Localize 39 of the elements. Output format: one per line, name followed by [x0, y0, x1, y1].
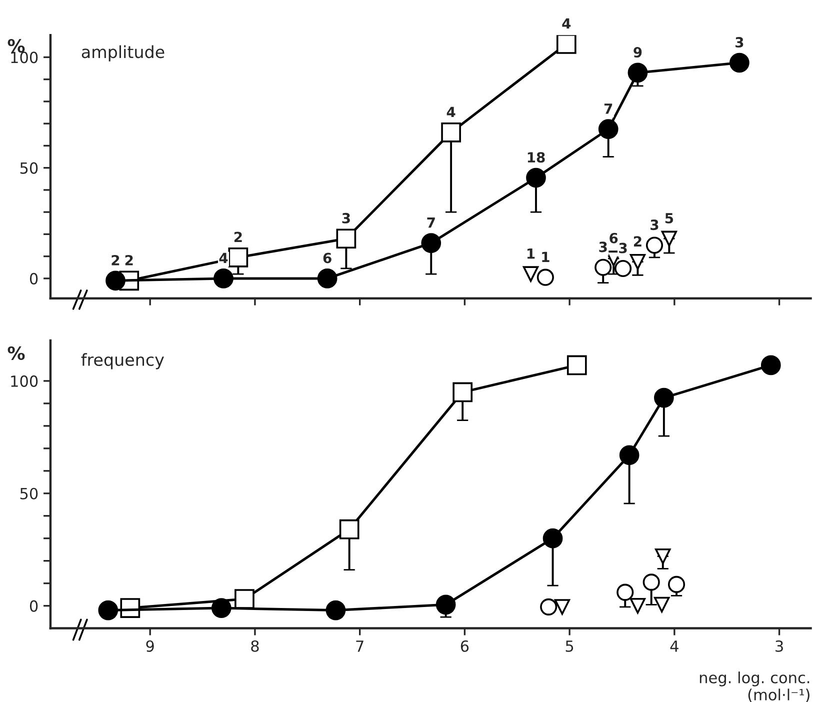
x-tick-label: 9 [146, 640, 154, 652]
y-axis-title: % [8, 39, 25, 53]
annotation: 1 [542, 252, 550, 262]
x-tick-label: 6 [460, 640, 469, 652]
annotation: 3 [619, 242, 627, 254]
x-tick-label: 4 [670, 640, 678, 652]
x-tick-label: 5 [566, 640, 574, 652]
text: frequency [81, 353, 164, 370]
annotation: 4 [562, 18, 571, 29]
x-tick-label: 8 [251, 640, 259, 652]
annotation: 3 [736, 37, 744, 48]
annotation: 3 [599, 242, 607, 252]
annotation: 2 [125, 254, 133, 266]
annotation: 9 [634, 47, 642, 58]
y-tick-label: 0 [30, 600, 38, 612]
y-tick-label: 100 [11, 375, 38, 387]
y-tick-label: 50 [20, 162, 38, 174]
annotation: 3 [342, 212, 350, 224]
annotation: 2 [112, 254, 120, 266]
annotation: 7 [604, 104, 612, 114]
annotation: 6 [323, 252, 332, 264]
annotation: 5 [665, 213, 674, 224]
annotation: 1 [527, 248, 535, 259]
annotation: 2 [234, 232, 242, 242]
x-tick-label: 7 [356, 640, 364, 652]
annotation: 7 [427, 218, 435, 228]
text: amplitude [82, 45, 164, 62]
annotation: 18 [528, 152, 545, 163]
y-tick-label: 100 [11, 52, 38, 64]
x-tick-label: 3 [776, 640, 783, 652]
y-tick-label: 50 [20, 488, 38, 500]
y-tick-label: 0 [30, 272, 38, 284]
annotation: 3 [650, 220, 658, 230]
annotation: 2 [634, 236, 642, 246]
y-axis-title: % [8, 346, 25, 360]
annotation: 4 [446, 106, 456, 118]
x-axis-title: neg. log. conc. (mol·l⁻¹) [700, 672, 810, 702]
annotation: 6 [610, 232, 618, 244]
annotation: 4 [219, 252, 228, 264]
